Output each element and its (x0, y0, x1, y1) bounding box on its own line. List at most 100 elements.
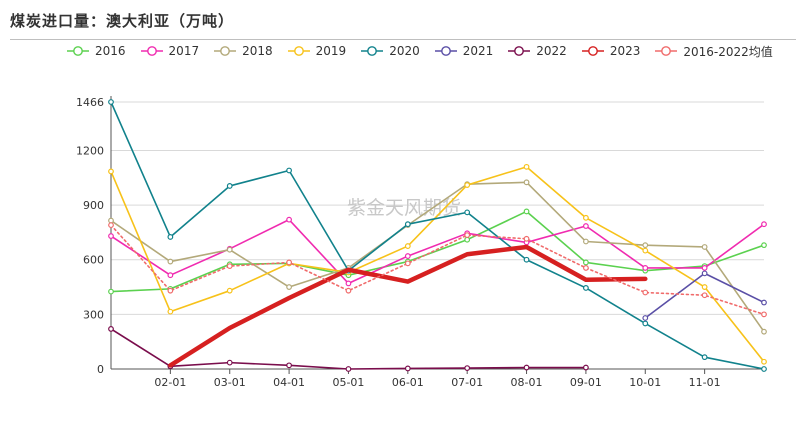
series-line (110, 101, 765, 370)
chart-legend: 2016 2017 2018 2019 2020 2021 2022 2023 2016-202… (66, 42, 787, 60)
legend-item[interactable]: 2017 (140, 44, 200, 58)
data-point (404, 243, 411, 249)
legend-swatch-icon (287, 46, 310, 56)
data-point (108, 168, 114, 175)
legend-swatch-icon (214, 46, 237, 56)
series-line (168, 244, 648, 368)
data-point (523, 235, 530, 242)
series-2023 (168, 244, 648, 368)
series-2022 (108, 326, 589, 372)
data-point (108, 233, 114, 239)
data-point (583, 259, 589, 266)
data-point (642, 265, 649, 271)
data-point (286, 216, 292, 223)
data-point (701, 270, 708, 277)
x-tick-label: 11-01 (689, 376, 721, 389)
legend-item[interactable]: 2018 (213, 44, 273, 58)
data-point (701, 244, 708, 250)
series-2019 (108, 163, 767, 365)
legend-item[interactable]: 2023 (581, 44, 641, 58)
data-point (464, 232, 471, 239)
series-line (110, 210, 765, 293)
legend-swatch-icon (140, 46, 163, 56)
legend-swatch-icon (67, 46, 89, 56)
title-divider (10, 39, 796, 40)
legend-label: 2023 (609, 44, 641, 58)
data-point (167, 308, 174, 315)
y-tick-label: 1466 (76, 96, 104, 109)
data-point (464, 209, 471, 216)
data-point (108, 217, 114, 224)
data-point (761, 299, 767, 306)
data-point (583, 214, 589, 221)
data-point (345, 287, 352, 294)
legend-label: 2020 (389, 44, 420, 58)
x-tick-label: 05-01 (332, 376, 364, 389)
series-line (110, 218, 765, 285)
legend-label: 2016 (95, 44, 126, 58)
x-tick-label: 02-01 (154, 376, 186, 389)
data-point (286, 167, 292, 174)
x-tick-label: 10-01 (629, 376, 661, 389)
data-point (642, 320, 649, 327)
x-tick-label: 08-01 (511, 376, 543, 389)
data-point (761, 242, 767, 249)
data-point (761, 221, 767, 228)
data-point (761, 328, 767, 335)
legend-label: 2018 (242, 44, 273, 58)
legend-item[interactable]: 2016-2022均值 (654, 43, 773, 60)
legend-label: 2022 (536, 44, 567, 58)
series-line (110, 224, 765, 316)
legend-item[interactable]: 2019 (287, 44, 347, 58)
data-point (108, 326, 114, 332)
data-point (464, 182, 471, 188)
data-point (583, 238, 589, 245)
legend-swatch-icon (434, 46, 457, 56)
data-point (761, 366, 767, 372)
data-point (701, 265, 708, 271)
data-point (108, 222, 114, 229)
data-point (523, 163, 530, 170)
data-point (523, 179, 530, 186)
data-point (286, 259, 292, 266)
data-point (167, 287, 174, 294)
data-point (404, 221, 411, 228)
data-point (226, 183, 233, 189)
x-tick-label: 04-01 (273, 376, 305, 389)
legend-item[interactable]: 2021 (434, 44, 493, 58)
y-tick-label: 600 (83, 254, 104, 267)
legend-swatch-icon (655, 46, 678, 56)
legend-label: 2017 (168, 44, 200, 58)
legend-label: 2019 (315, 44, 347, 58)
data-point (523, 256, 530, 263)
data-point (108, 99, 114, 105)
watermark-text: 紫金天风期货 (347, 197, 461, 219)
y-tick-label: 300 (83, 308, 104, 321)
series-2021 (642, 270, 767, 321)
data-point (642, 315, 649, 321)
data-point (404, 260, 411, 267)
data-point (583, 265, 589, 271)
data-point (345, 280, 352, 287)
x-tick-label: 07-01 (451, 376, 483, 389)
data-point (108, 288, 114, 295)
legend-item[interactable]: 2016 (66, 44, 126, 58)
chart-title: 煤炭进口量：澳大利亚（万吨） (10, 12, 235, 30)
data-point (226, 246, 233, 253)
series-2020 (108, 99, 767, 372)
data-point (167, 234, 174, 240)
legend-item[interactable]: 2022 (507, 44, 567, 58)
legend-swatch-icon (361, 46, 384, 56)
y-tick-label: 1200 (76, 144, 104, 157)
legend-item[interactable]: 2020 (360, 44, 420, 58)
data-point (226, 287, 233, 294)
data-point (404, 365, 411, 372)
data-point (701, 354, 708, 361)
x-tick-label: 03-01 (214, 376, 246, 389)
data-point (701, 284, 708, 290)
data-point (226, 263, 233, 269)
series-2016 (108, 208, 767, 295)
series-2016-2022均值 (108, 222, 767, 318)
data-point (286, 284, 292, 290)
data-point (523, 364, 530, 371)
